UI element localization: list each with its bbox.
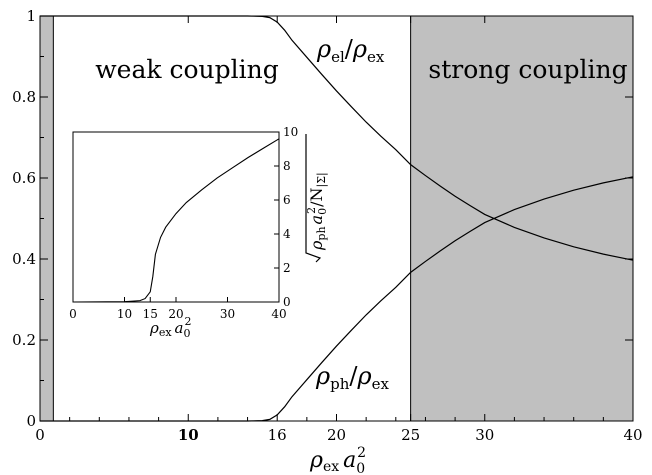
rho-ex-subscript-2: ex (372, 375, 390, 393)
x-tick-label-40: 40 (623, 426, 642, 444)
shaded-region-1 (410, 16, 633, 421)
x-label-ex: ex (323, 459, 339, 475)
inset-y-rho: ρ (307, 240, 326, 251)
x-tick-label-30: 30 (475, 426, 494, 444)
y-tick-label-5: 1 (26, 7, 36, 25)
inset-y-rest: /N (307, 188, 326, 207)
x-tick-label-20: 20 (327, 426, 346, 444)
inset-x-ex: ex (159, 326, 173, 339)
inset-y-sup: 2 (305, 207, 318, 214)
inset-y-tick-label-2: 2 (283, 261, 291, 275)
y-tick-label-1: 0.2 (12, 331, 36, 349)
inset-y-tick-label-8: 8 (283, 159, 291, 173)
x-tick-label-16: 16 (268, 426, 287, 444)
main-y-axis: 0 0.2 0.4 0.6 0.8 1 (12, 7, 633, 430)
shaded-regions (40, 16, 633, 421)
inset-x-tick-label-15: 15 (143, 307, 158, 321)
x-tick-label-25: 25 (401, 426, 420, 444)
inset-y-tick-label-6: 6 (283, 193, 291, 207)
inset-x-a-sub: 0 (184, 327, 191, 340)
weak-coupling-label: weak coupling (95, 55, 278, 84)
rho-ph-subscript: ph (330, 375, 350, 393)
inset-y-ph: ph (315, 226, 328, 240)
rho-ph-slash: / (349, 362, 358, 390)
inset-x-tick-label-10: 10 (117, 307, 132, 321)
inset-x-tick-label-30: 30 (220, 307, 235, 321)
inset-x-rho: ρ (149, 319, 159, 337)
main-x-axis-label: ρex a02 (309, 445, 366, 475)
inset-x-axis: 0 10 15 20 30 40 (69, 297, 287, 321)
x-tick-label-0: 0 (35, 426, 45, 444)
inset-x-tick-label-20: 20 (168, 307, 183, 321)
inset-y-tick-label-10: 10 (283, 125, 298, 139)
strong-coupling-label: strong coupling (428, 55, 627, 84)
y-tick-label-2: 0.4 (12, 250, 36, 268)
inset-x-tick-label-40: 40 (271, 307, 286, 321)
shaded-region-0 (40, 16, 54, 421)
inset-x-tick-label-0: 0 (69, 307, 77, 321)
rho-ph-over-rho-ex-label: ρph/ρex (315, 362, 389, 393)
rho-el-over-rho-ex-label: ρel/ρex (316, 35, 385, 66)
main-x-axis: 0 10 16 20 25 30 40 (35, 16, 643, 444)
inset-y-axis-label: ρpha02/N|Σ| (305, 134, 329, 263)
y-tick-label-3: 0.6 (12, 169, 36, 187)
y-tick-label-0: 0 (26, 412, 36, 430)
rho-el-symbol: ρ (316, 35, 331, 63)
inset-y-label-text: ρpha02/N|Σ| (305, 172, 329, 251)
rho-ph-symbol: ρ (315, 362, 330, 390)
x-label-a: a (343, 448, 356, 473)
x-label-sup: 2 (357, 445, 366, 461)
inset-series-group (72, 138, 280, 303)
rho-ex-subscript: ex (367, 48, 385, 66)
inset-y-a: a (307, 215, 326, 225)
x-label-a-sub: 0 (356, 461, 365, 475)
inset-y-tick-label-4: 4 (283, 227, 291, 241)
rho-el-subscript: el (331, 48, 345, 66)
x-label-rho: ρ (309, 448, 323, 473)
rho-ex-symbol: ρ (352, 35, 367, 63)
inset-y-axis: 0 2 4 6 8 10 (274, 125, 298, 309)
y-tick-label-4: 0.8 (12, 88, 36, 106)
inset-y-sigma: |Σ| (315, 172, 329, 187)
inset-series-line (72, 138, 280, 303)
inset-x-a: a (175, 319, 184, 337)
sqrt-sign (305, 134, 322, 263)
x-tick-label-10: 10 (178, 426, 199, 444)
inset-y-a-sub: 0 (316, 208, 329, 215)
rho-el-slash: / (345, 35, 354, 63)
rho-ex-symbol-2: ρ (356, 362, 371, 390)
inset-x-sup: 2 (185, 315, 192, 328)
inset-y-tick-label-0: 0 (283, 295, 291, 309)
inset-x-axis-label: ρex a02 (149, 315, 192, 340)
